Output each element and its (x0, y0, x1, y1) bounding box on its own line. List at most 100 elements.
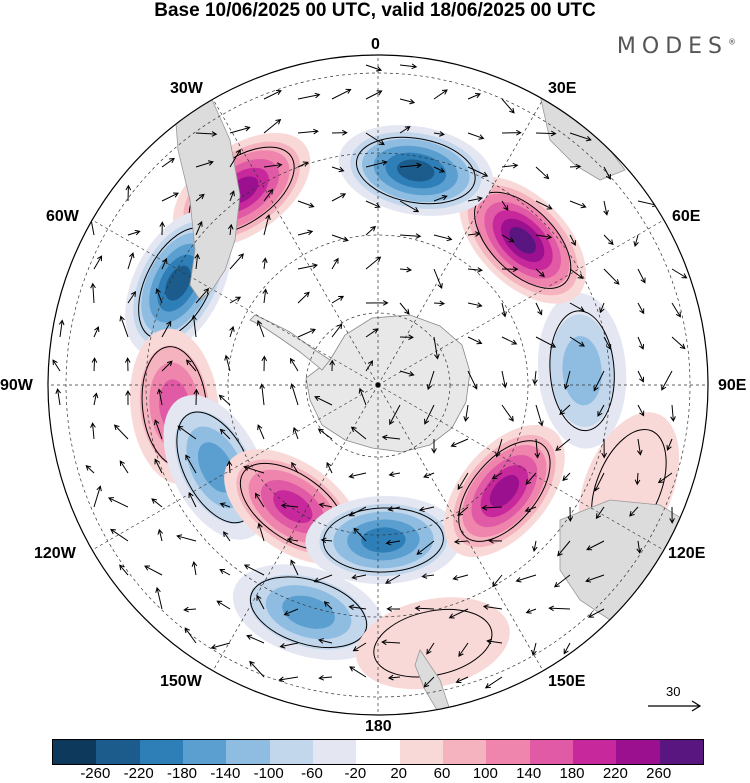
wind-arrow (386, 606, 401, 612)
wind-arrow (501, 200, 509, 211)
wind-arrow (331, 88, 352, 100)
streamline-loop (549, 310, 615, 432)
wind-arrow (467, 302, 483, 308)
wind-arrow (191, 560, 198, 576)
wind-arrow (91, 357, 98, 372)
wind-arrow (291, 461, 299, 474)
wind-arrow (671, 302, 681, 318)
wind-arrow (586, 540, 605, 551)
wind-arrow (569, 336, 585, 347)
wind-arrow (603, 234, 614, 246)
wind-arrow (636, 438, 643, 456)
wind-arrow (90, 282, 96, 304)
wind-arrow (491, 472, 503, 480)
colorbar-tick-label: 20 (390, 765, 407, 782)
wind-arrow (501, 336, 518, 345)
wind-arrow (569, 302, 585, 312)
wind-arrow (279, 642, 299, 649)
wind-arrow (637, 336, 645, 350)
wind-arrow (385, 574, 401, 584)
wind-arrow (283, 608, 299, 616)
wind-arrow (229, 325, 235, 338)
wind-arrow (433, 336, 440, 360)
colorbar-tick-label: -180 (166, 765, 198, 782)
wind-arrow (254, 492, 265, 508)
wind-arrow (246, 634, 265, 644)
wind-arrow (161, 360, 173, 372)
negative-anomaly-contour (361, 527, 406, 553)
lon-label-120e: 120E (668, 545, 706, 562)
wind-arrow (125, 389, 131, 406)
wind-arrow (452, 574, 469, 581)
wind-arrow (671, 268, 688, 279)
colorbar-tick-label: 180 (559, 765, 585, 782)
wind-arrow (119, 564, 129, 576)
wind-arrow (481, 504, 503, 511)
wind-arrow (256, 594, 265, 610)
colorbar-tick-label: 60 (433, 765, 451, 782)
wind-arrow (597, 404, 605, 417)
wind-arrow (433, 166, 446, 173)
wind-arrow (467, 132, 485, 140)
wind-arrow (399, 334, 414, 341)
meridian-line (92, 219, 379, 386)
wind-arrow (326, 461, 333, 474)
colorbar-swatch (226, 740, 270, 764)
wind-arrow (501, 129, 522, 136)
lon-label-60e: 60E (672, 208, 701, 225)
wind-arrow (601, 438, 608, 459)
wind-arrow (569, 200, 587, 209)
wind-arrow (227, 223, 234, 236)
wind-arrow (125, 184, 132, 202)
wind-arrow (218, 394, 231, 406)
wind-arrow (229, 149, 241, 168)
wind-arrow (501, 370, 508, 389)
wind-arrow (534, 438, 541, 459)
wind-arrow (553, 574, 571, 588)
wind-arrow (467, 267, 483, 273)
wind-arrow (119, 315, 129, 338)
wind-arrow (331, 193, 347, 202)
lon-label-90w: 90W (0, 377, 33, 394)
wind-arrow (389, 404, 401, 426)
lon-label-30w: 30W (170, 80, 203, 97)
wind-vectors (52, 63, 688, 689)
meridian-line (377, 384, 664, 551)
colorbar (52, 739, 704, 765)
wind-arrow (55, 388, 61, 406)
wind-arrow (515, 574, 537, 583)
wind-arrow (263, 214, 271, 236)
colorbar-tick-label: -20 (344, 765, 367, 782)
wind-arrow (263, 188, 274, 202)
wind-arrow (161, 157, 175, 168)
wind-arrow (387, 506, 401, 512)
wind-arrow (263, 162, 283, 168)
colorbar-swatch (53, 740, 97, 764)
wind-arrow (629, 506, 639, 517)
wind-arrow (280, 502, 299, 509)
wind-arrow (535, 302, 543, 316)
wind-arrow (634, 472, 641, 486)
wind-arrow (153, 419, 163, 440)
colorbar-tick-label: 100 (472, 765, 498, 782)
wind-arrow (637, 404, 645, 417)
wind-arrow (599, 302, 605, 314)
positive-anomaly-contour (356, 597, 510, 690)
wind-arrow (177, 425, 197, 440)
wind-arrow (183, 606, 197, 613)
meridian-line (377, 384, 544, 671)
lon-label-30e: 30E (548, 80, 577, 97)
wind-arrow (317, 428, 333, 440)
wind-arrow (318, 638, 333, 644)
wind-arrow (671, 336, 686, 350)
wind-arrow (314, 395, 333, 406)
wind-arrow (426, 642, 435, 655)
wind-arrow (262, 288, 268, 304)
negative-anomaly-contour (165, 265, 191, 301)
colorbar-tick-label: -260 (80, 765, 111, 782)
wind-arrow (501, 302, 507, 318)
wind-arrow (633, 234, 639, 247)
wind-arrow (603, 200, 609, 216)
wind-arrow (159, 221, 166, 236)
